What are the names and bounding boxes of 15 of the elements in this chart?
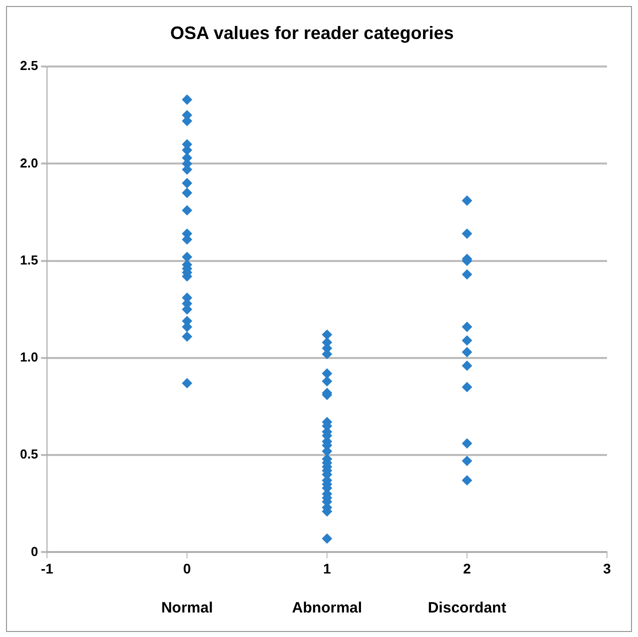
text: Discordant (428, 599, 506, 616)
x-tick-label: 2 (463, 560, 472, 576)
y-tick-label: 2.5 (20, 58, 38, 74)
chart-title: OSA values for reader categories (170, 22, 454, 43)
y-tick-label: 1.5 (20, 252, 38, 268)
y-tick-label: 0 (30, 544, 38, 559)
x-tick-label: -1 (40, 560, 54, 576)
text: Abnormal (292, 599, 362, 616)
x-tick-label: 0 (183, 560, 192, 576)
y-tick-label: 2.0 (20, 155, 38, 170)
y-tick-label: 0.5 (20, 446, 38, 462)
x-tick-label: 1 (323, 560, 332, 576)
text: Normal (161, 599, 213, 616)
y-tick-label: 1.0 (20, 350, 38, 365)
x-tick-label: 3 (603, 560, 612, 576)
